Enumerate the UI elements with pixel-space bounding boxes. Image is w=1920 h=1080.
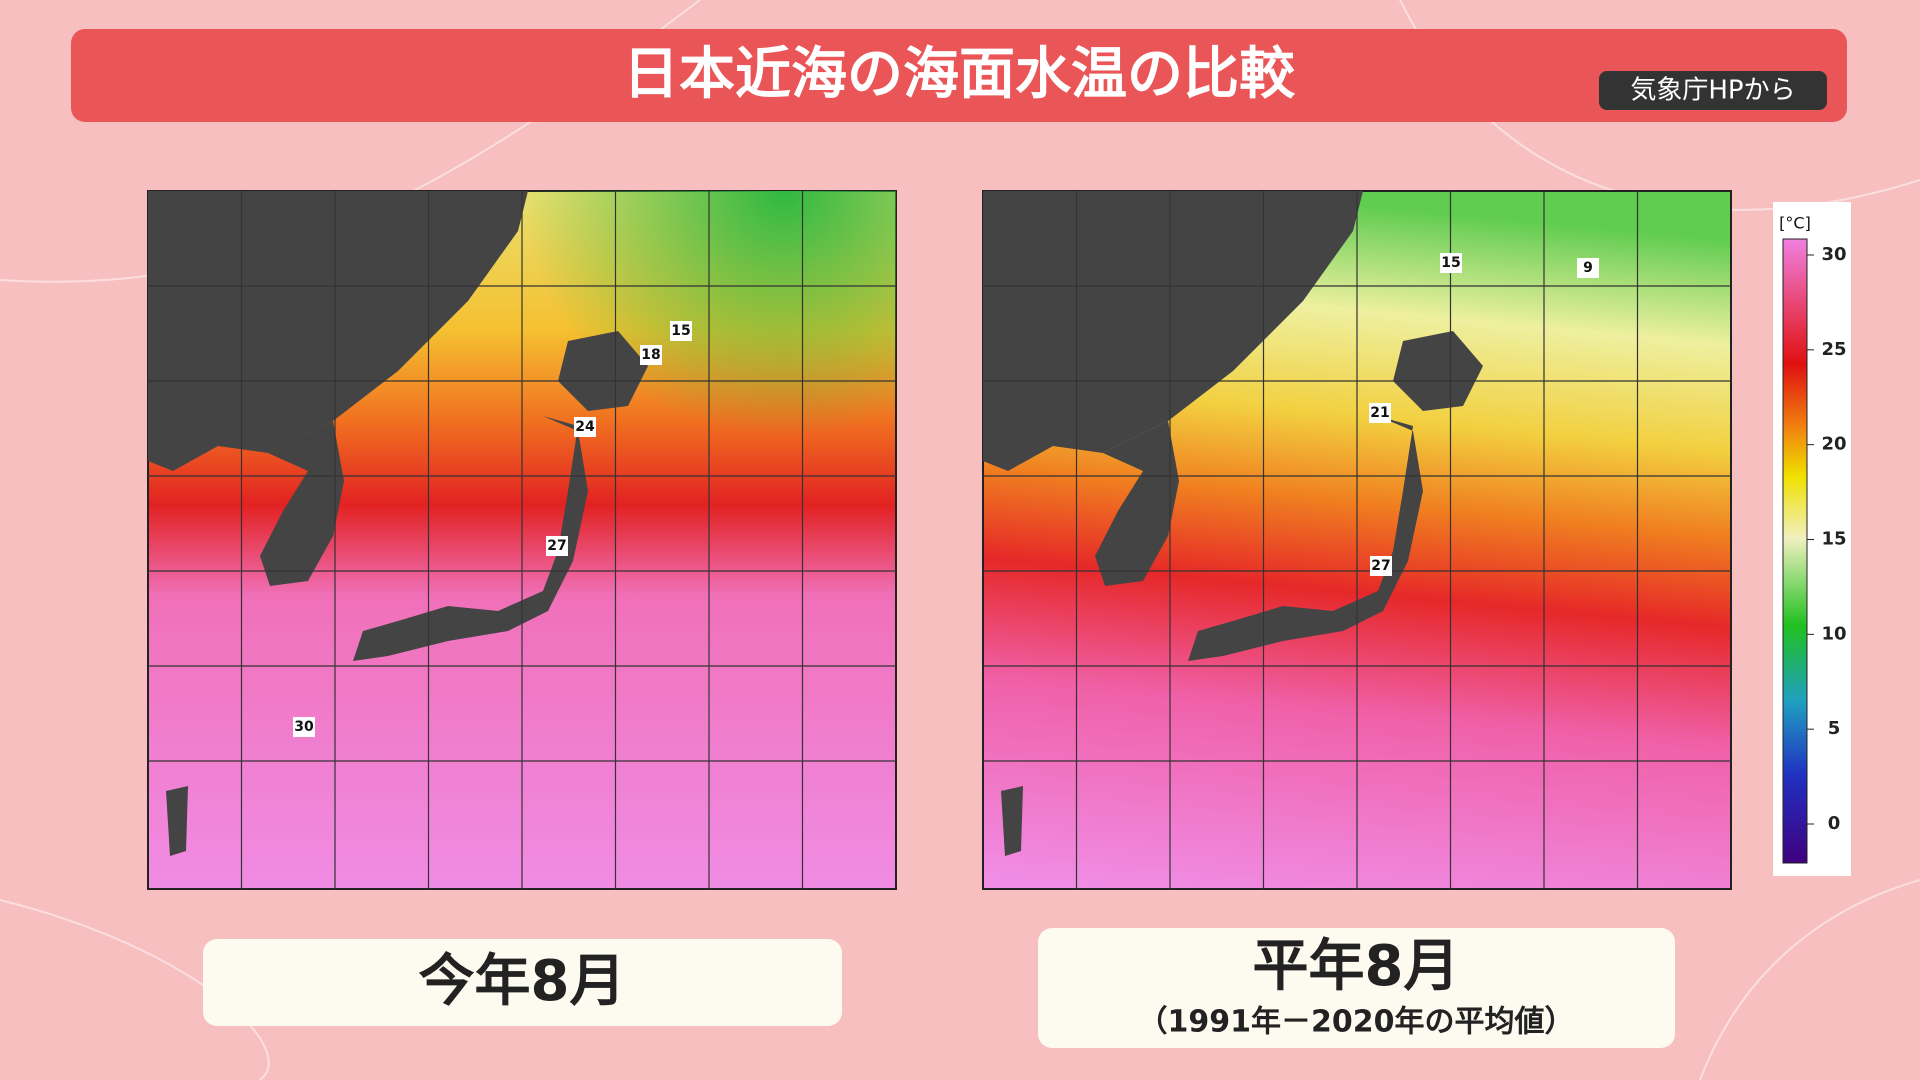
contour-label-box	[1577, 258, 1599, 278]
caption: 今年8月	[419, 949, 626, 1014]
contour-label-box	[670, 321, 692, 341]
contour-label: 27	[547, 538, 566, 554]
source: 気象庁HPから	[1630, 76, 1795, 106]
colorbar-tick-label: 10	[1821, 623, 1846, 644]
contour-label-box	[640, 345, 662, 365]
colorbar-tick-label: 30	[1821, 244, 1846, 265]
caption-box	[1038, 928, 1675, 1048]
contour-label-box	[574, 417, 596, 437]
contour-label: 30	[294, 719, 314, 735]
contour-label: 27	[1371, 558, 1390, 574]
contour-label: 24	[575, 419, 595, 435]
subcaption: （1991年－2020年の平均値）	[1138, 1005, 1575, 1040]
colorbar-tick-label: 25	[1821, 339, 1846, 360]
map-normal	[982, 190, 1732, 890]
contour-label: 21	[1370, 405, 1389, 421]
contour-label-box	[1440, 253, 1462, 273]
colorbar-tick-label: 15	[1821, 529, 1846, 550]
colorbar-ticks: 30 25 20 15 10 5 0	[1807, 244, 1847, 834]
title-bar	[71, 29, 1847, 122]
colorbar-tick-label: 20	[1821, 434, 1846, 455]
contour-labels: 15 18 24 27 30 15 9 21 27	[293, 253, 1599, 737]
caption-box	[203, 939, 842, 1026]
colorbar	[1782, 238, 1808, 864]
title: 日本近海の海面水温の比較	[623, 42, 1296, 107]
colorbar-unit: [°C]	[1779, 214, 1811, 233]
contour-label-box	[1369, 403, 1391, 423]
contour-label-box	[546, 536, 568, 556]
colorbar-tick-label: 5	[1828, 718, 1841, 739]
map-current	[147, 190, 897, 890]
colorbar-tick-label: 0	[1828, 813, 1841, 834]
contour-label: 15	[671, 323, 690, 339]
contour-label-box	[1370, 556, 1392, 576]
source-badge	[1599, 71, 1827, 110]
contour-label: 15	[1441, 255, 1460, 271]
contour-label-box	[293, 717, 315, 737]
caption: 平年8月	[1253, 934, 1460, 999]
contour-label: 18	[641, 347, 660, 363]
contour-label: 9	[1583, 260, 1593, 276]
